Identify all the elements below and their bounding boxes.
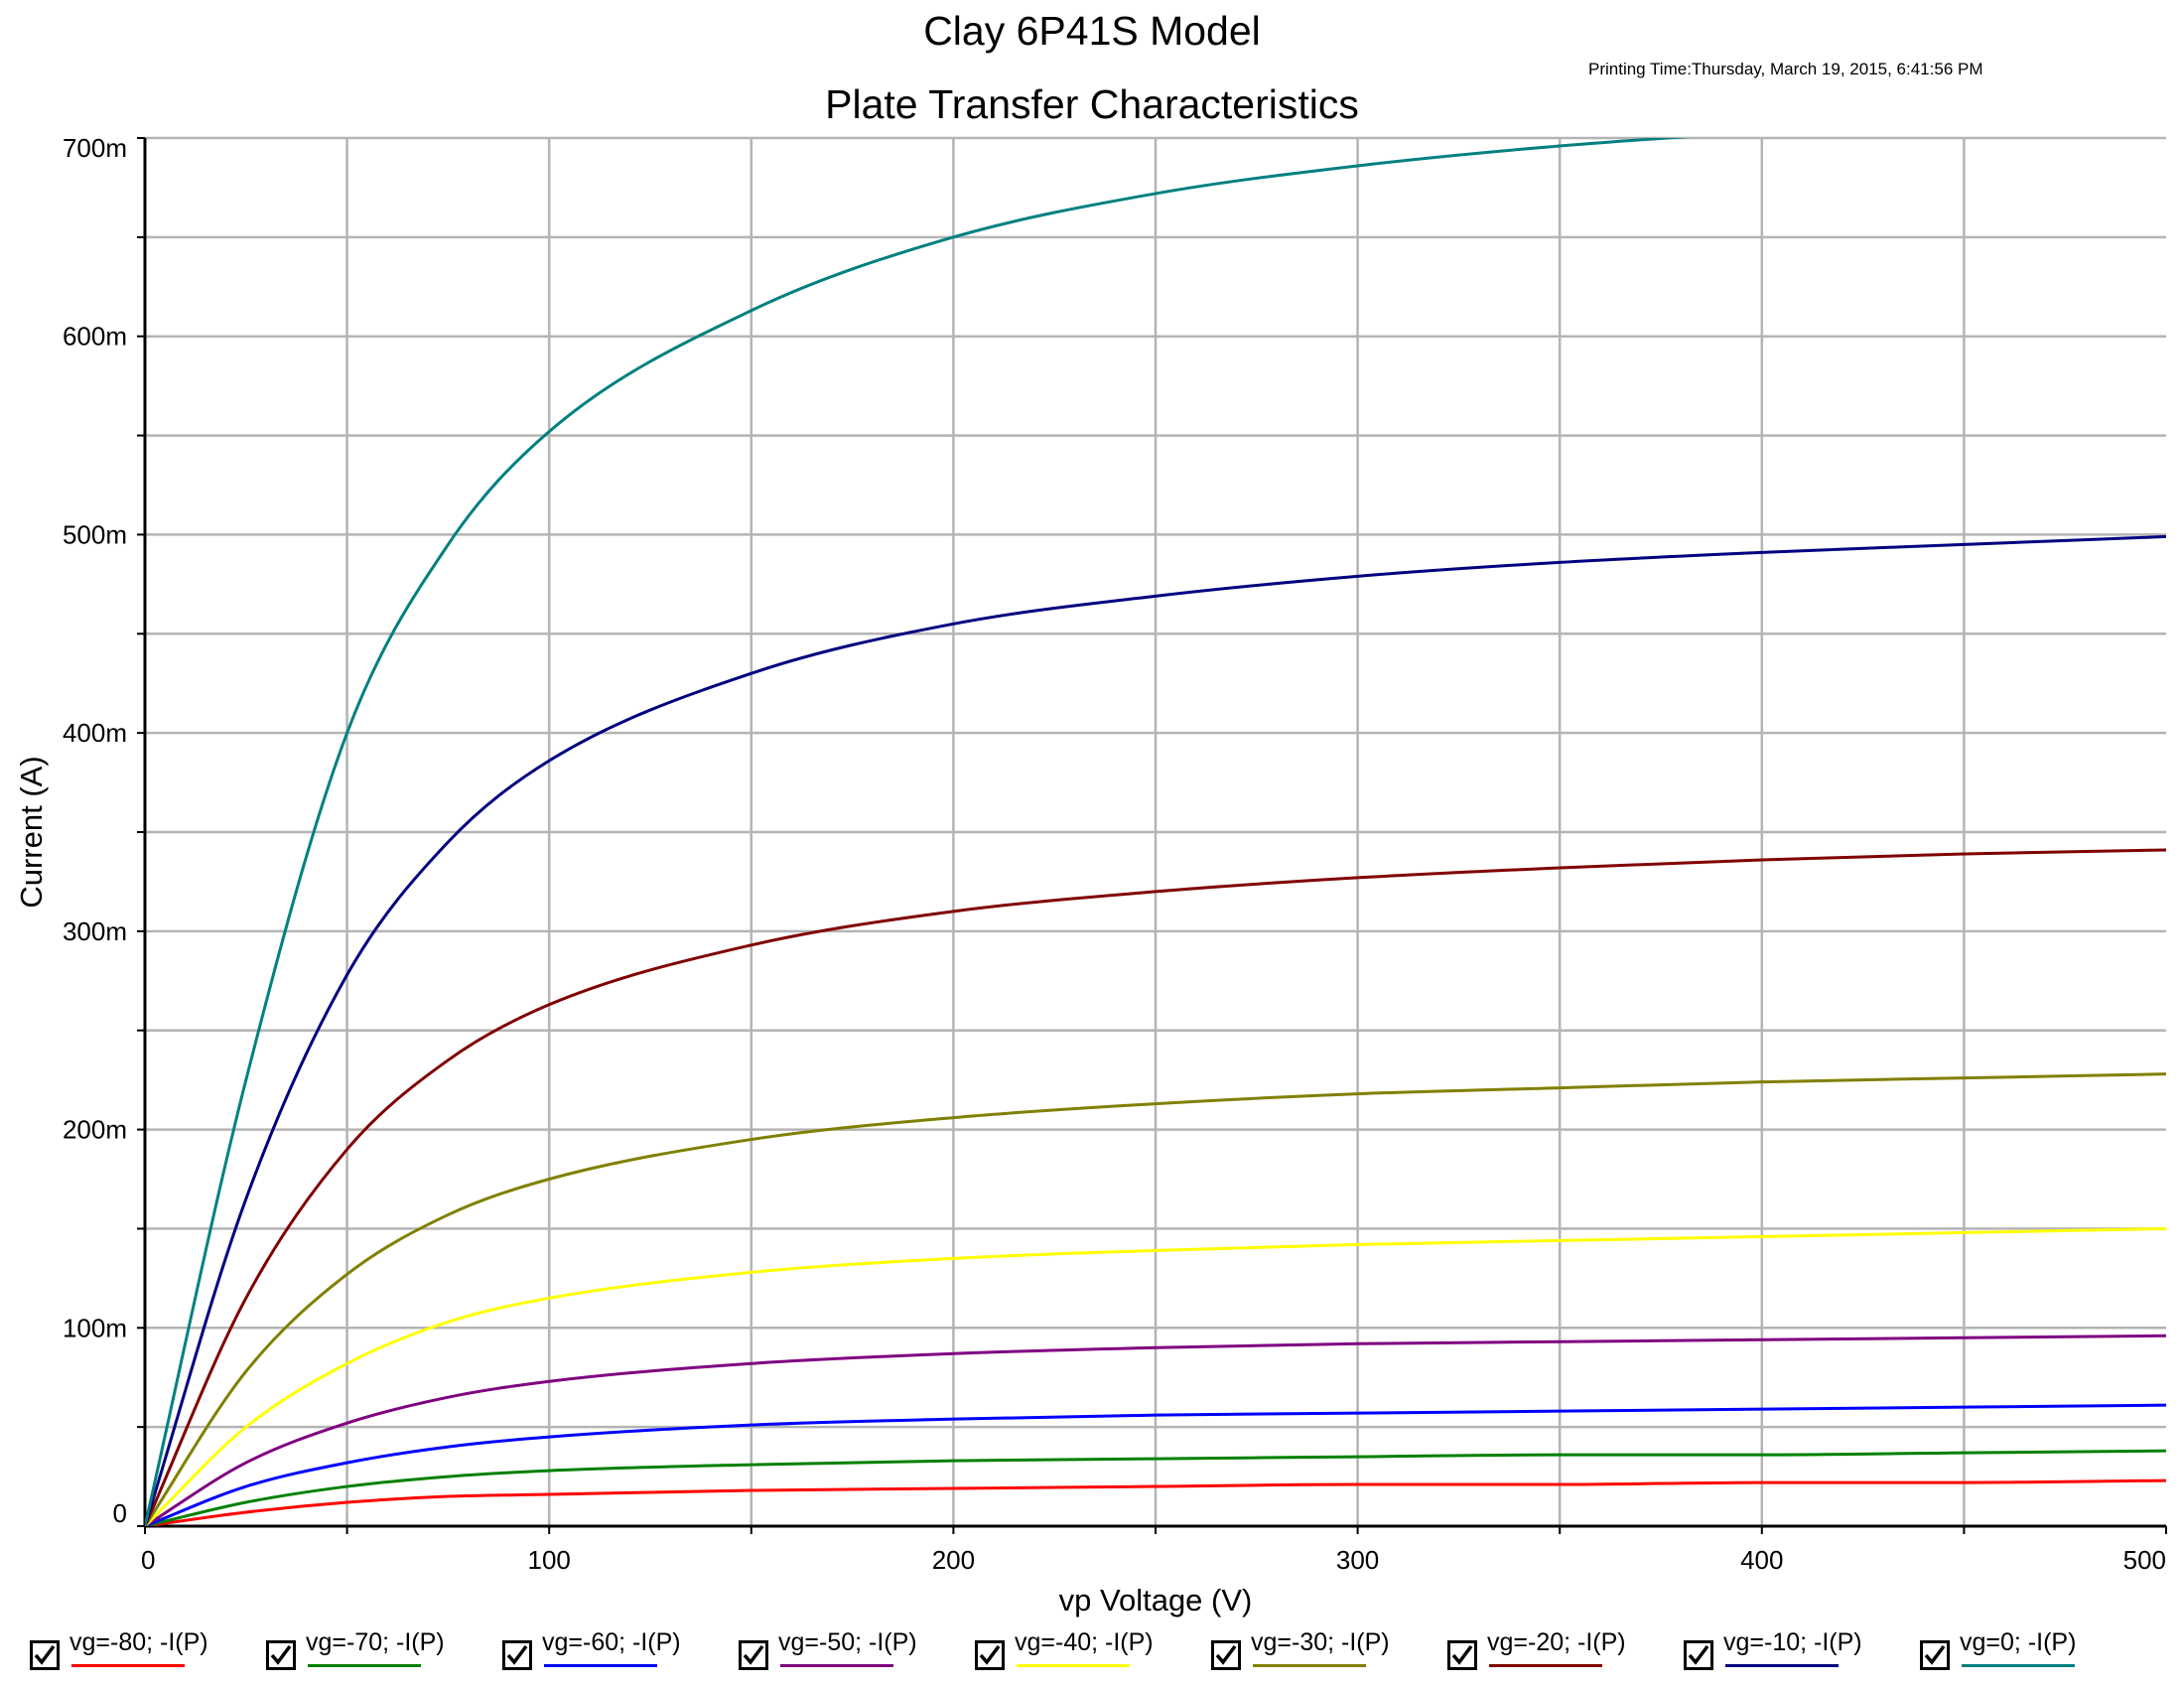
series-line-4 [145,1226,2166,1526]
y-tick-label: 400m [63,718,127,748]
legend-swatch [71,1664,185,1667]
legend-checkbox[interactable] [1920,1640,1950,1670]
legend-label: vg=-10; -I(P) [1723,1628,1862,1656]
legend-checkbox[interactable] [1211,1640,1241,1670]
legend-label: vg=-60; -I(P) [542,1628,681,1656]
checkmark-icon [743,1644,764,1665]
legend-swatch [780,1664,893,1667]
checkmark-icon [34,1644,56,1665]
legend-checkbox[interactable] [502,1640,532,1670]
series-line-2 [145,1403,2166,1526]
legend-checkbox[interactable] [1447,1640,1477,1670]
x-tick-label: 100 [528,1545,571,1575]
chart-title: Clay 6P41S Model [923,8,1261,54]
x-tick-label: 300 [1336,1545,1379,1575]
x-tick-label: 200 [932,1545,975,1575]
y-tick-label: 0 [113,1498,127,1528]
checkmark-icon [270,1644,292,1665]
series-line-8 [145,138,1690,1526]
legend-checkbox[interactable] [975,1640,1005,1670]
legend-swatch [1725,1664,1839,1667]
legend-swatch [308,1664,421,1667]
checkmark-icon [1215,1644,1237,1665]
x-tick-label: 400 [1740,1545,1783,1575]
legend-label: vg=-30; -I(P) [1251,1628,1390,1656]
checkmark-icon [1688,1644,1709,1665]
legend-swatch [1017,1664,1130,1667]
y-tick-label: 500m [63,519,127,549]
legend-checkbox[interactable] [266,1640,296,1670]
y-tick-label: 200m [63,1115,127,1145]
legend-swatch [1253,1664,1366,1667]
y-axis-label: Current (A) [14,756,49,908]
series-line-1 [145,1449,2166,1526]
legend-swatch [1489,1664,1602,1667]
legend-label: vg=0; -I(P) [1960,1628,2077,1656]
series-line-5 [145,1072,2166,1526]
checkmark-icon [506,1644,528,1665]
legend-checkbox[interactable] [739,1640,768,1670]
legend-label: vg=-40; -I(P) [1015,1628,1154,1656]
legend-label: vg=-80; -I(P) [69,1628,208,1656]
checkmark-icon [979,1644,1001,1665]
legend-swatch [544,1664,657,1667]
legend-label: vg=-50; -I(P) [778,1628,917,1656]
series-line-7 [145,534,2166,1526]
chart-subtitle: Plate Transfer Characteristics [825,81,1359,127]
legend-swatch [1962,1664,2075,1667]
y-tick-label: 700m [63,133,127,163]
y-tick-label: 100m [63,1313,127,1342]
y-tick-label: 600m [63,322,127,352]
checkmark-icon [1451,1644,1473,1665]
legend-checkbox[interactable] [1684,1640,1713,1670]
series-line-3 [145,1334,2166,1526]
x-tick-label: 500 [2123,1545,2166,1575]
legend-checkbox[interactable] [30,1640,60,1670]
checkmark-icon [1924,1644,1946,1665]
x-tick-label: 0 [141,1545,155,1575]
y-tick-label: 300m [63,916,127,946]
legend-label: vg=-70; -I(P) [306,1628,445,1656]
printing-time: Printing Time:Thursday, March 19, 2015, … [1588,60,1983,78]
legend-label: vg=-20; -I(P) [1487,1628,1626,1656]
series-line-6 [145,848,2166,1526]
series-line-0 [145,1478,2166,1526]
x-axis-label: vp Voltage (V) [1059,1583,1253,1618]
